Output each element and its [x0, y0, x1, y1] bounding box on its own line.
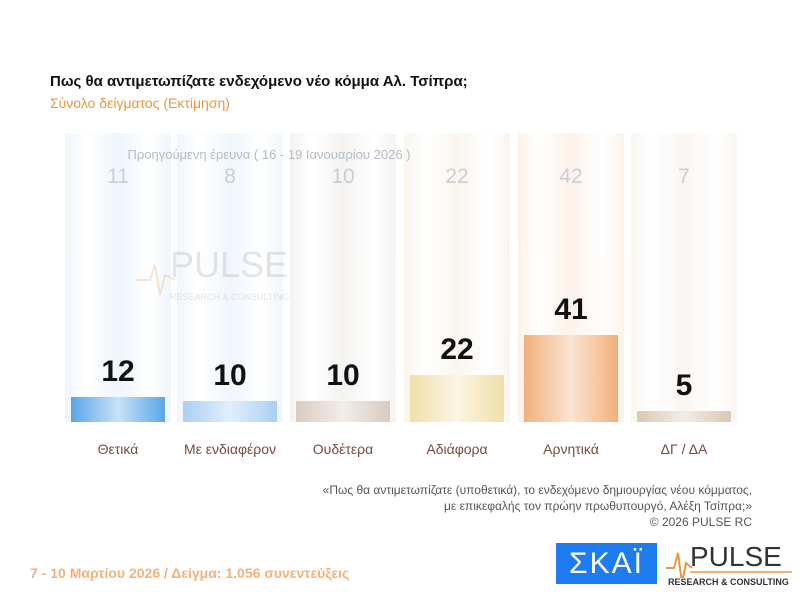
value-label: 22	[440, 333, 474, 367]
value-label: 10	[326, 358, 360, 392]
note-line-1: «Πως θα αντιμετωπίζατε (υποθετικά), το ε…	[322, 483, 752, 497]
chart-subtitle: Σύνολο δείγματος (Εκτίμηση)	[50, 95, 230, 111]
previous-value: 7	[678, 165, 690, 188]
copyright: © 2026 PULSE RC	[649, 515, 752, 529]
category-label: Αρνητικά	[543, 441, 599, 457]
column-background	[631, 133, 737, 422]
chart-title: Πως θα αντιμετωπίζατε ενδεχόμενο νέο κόμ…	[50, 73, 468, 90]
previous-survey-label: Προηγούμενη έρευνα ( 16 - 19 Ιανουαρίου …	[127, 147, 411, 162]
question-note: «Πως θα αντιμετωπίζατε (υποθετικά), το ε…	[323, 482, 752, 530]
column-background	[65, 133, 171, 422]
skai-logo: ΣΚΑΪ	[556, 543, 657, 584]
previous-value: 10	[331, 165, 355, 188]
category-label: Με ενδιαφέρον	[183, 441, 277, 457]
pulse-logo-subtitle: RESEARCH & CONSULTING	[668, 577, 789, 587]
note-line-2: με επικεφαλής τον πρώην πρωθυπουργό, Αλέ…	[443, 499, 752, 513]
bar	[637, 411, 731, 422]
bar	[183, 400, 277, 422]
column-background	[518, 133, 624, 422]
svg-text:PULSE: PULSE	[170, 245, 288, 285]
pulse-logo: PULSE	[666, 541, 792, 578]
column-background	[290, 133, 396, 422]
value-label: 41	[554, 293, 588, 326]
bar	[524, 335, 618, 422]
previous-value: 11	[107, 165, 129, 188]
value-label: 12	[101, 354, 135, 388]
bar	[296, 400, 390, 422]
category-label: Ουδέτερα	[312, 441, 374, 457]
category-label: Θετικά	[97, 441, 139, 457]
value-label: 10	[213, 358, 247, 392]
svg-text:RESEARCH & CONSULTING: RESEARCH & CONSULTING	[170, 292, 289, 302]
footer-sample-info: 7 - 10 Μαρτίου 2026 / Δείγμα: 1.056 συνε…	[30, 565, 350, 581]
column-background	[404, 133, 510, 422]
category-label: Αδιάφορα	[426, 441, 488, 457]
pulse-watermark: PULSE RESEARCH & CONSULTING	[135, 245, 289, 302]
bar	[71, 396, 165, 422]
column-background	[177, 133, 283, 422]
previous-value: 22	[445, 165, 469, 188]
value-label: 5	[675, 369, 693, 403]
previous-value: 42	[559, 165, 583, 188]
pulse-logo-text: PULSE	[690, 541, 782, 572]
category-label: ΔΓ / ΔΑ	[660, 441, 708, 457]
previous-value: 8	[224, 165, 236, 188]
bar	[410, 375, 504, 422]
